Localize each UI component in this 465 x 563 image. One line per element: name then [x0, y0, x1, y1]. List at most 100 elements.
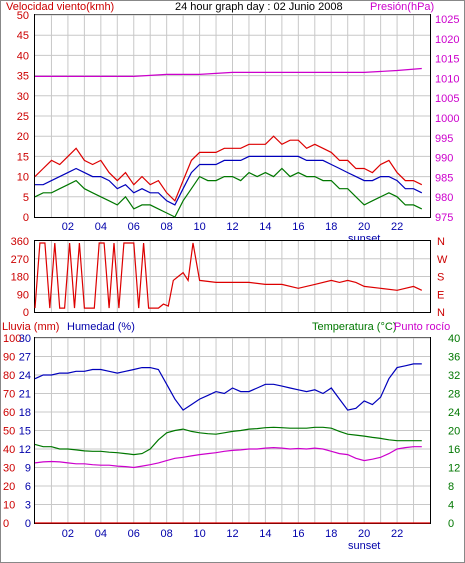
- x-tick-label: 18: [325, 221, 337, 233]
- x-tick-label: 06: [128, 221, 140, 233]
- wind-speed-line: [34, 135, 423, 202]
- temperature-y-tick-label: 8: [448, 481, 454, 493]
- wind-y-tick-label: 30: [17, 91, 29, 103]
- pressure-axis-title: Presión(hPa): [370, 1, 434, 13]
- direction-grid: [35, 241, 430, 312]
- temperature-y-ticks: 0 4 8 12 16 20 24 28 32 36 40: [448, 333, 460, 530]
- humidity-y-ticks: 0 3 6 9 12 15 18 21 24 27 30: [19, 333, 31, 530]
- wind-series: [34, 67, 423, 218]
- x-tick-label: 10: [193, 221, 205, 233]
- humidity-y-tick-label: 0: [25, 518, 31, 530]
- humidity-y-tick-label: 6: [25, 481, 31, 493]
- humidity-y-tick-label: 27: [19, 352, 31, 364]
- pressure-y-tick-label: 1015: [435, 54, 459, 66]
- direction-y-tick-label: 180: [11, 272, 29, 284]
- pressure-y-tick-label: 1020: [435, 34, 459, 46]
- pressure-y-tick-label: 990: [435, 153, 453, 165]
- wind-x-ticks: 02 04 06 08 10 12 14 16 18 20 22: [62, 221, 403, 233]
- rain-y-tick-label: 90: [3, 352, 15, 364]
- wind-y-tick-label: 25: [17, 111, 29, 123]
- x-tick-label: 04: [95, 221, 107, 233]
- rain-y-tick-label: 30: [3, 463, 15, 475]
- rain-y-tick-label: 80: [3, 370, 15, 382]
- x-tick-label: 16: [292, 221, 304, 233]
- direction-y-ticks: 0 90 180 270 360: [11, 236, 29, 319]
- x-tick-label: 16: [292, 528, 304, 540]
- rain-axis-title: Lluvia (mm): [2, 321, 59, 333]
- x-tick-label: 14: [259, 221, 271, 233]
- x-tick-label: 04: [95, 528, 107, 540]
- humidity-y-tick-label: 12: [19, 444, 31, 456]
- wind-y-tick-label: 0: [23, 212, 29, 224]
- compass-tick-label: E: [437, 289, 444, 301]
- temperature-y-tick-label: 4: [448, 500, 454, 512]
- pressure-y-tick-label: 1000: [435, 113, 459, 125]
- rain-y-ticks: 0 10 20 30 40 50 60 70 80 90 100: [3, 333, 21, 530]
- pressure-y-tick-label: 995: [435, 133, 453, 145]
- x-tick-label: 10: [193, 528, 205, 540]
- rain-y-tick-label: 0: [3, 518, 9, 530]
- temperature-line: [34, 426, 422, 456]
- temperature-y-tick-label: 40: [448, 333, 460, 345]
- temperature-y-tick-label: 28: [448, 389, 460, 401]
- humidity-y-tick-label: 30: [19, 333, 31, 345]
- rain-y-tick-label: 50: [3, 426, 15, 438]
- x-tick-label: 22: [391, 528, 403, 540]
- temperature-y-tick-label: 16: [448, 444, 460, 456]
- humidity-line: [34, 363, 422, 411]
- wind-y-tick-label: 20: [17, 131, 29, 143]
- wind-y-tick-label: 45: [17, 30, 29, 42]
- wind-average-line: [35, 155, 423, 206]
- x-tick-label: 08: [161, 528, 173, 540]
- sunset-annotation-bottom: sunset: [348, 540, 380, 552]
- pressure-y-tick-label: 980: [435, 192, 453, 204]
- humidity-y-tick-label: 3: [25, 500, 31, 512]
- direction-y-tick-label: 270: [11, 254, 29, 266]
- wind-axis-title: Velocidad viento(kmh): [6, 1, 114, 13]
- pressure-y-tick-label: 1025: [435, 14, 459, 26]
- compass-tick-label: N: [437, 236, 445, 248]
- pressure-y-tick-label: 985: [435, 172, 453, 184]
- wind-y-tick-label: 10: [17, 172, 29, 184]
- humidity-series: [34, 363, 430, 524]
- x-tick-label: 20: [358, 528, 370, 540]
- x-tick-label: 08: [161, 221, 173, 233]
- x-tick-label: 14: [259, 528, 271, 540]
- compass-tick-label: W: [437, 254, 448, 266]
- wind-y-tick-label: 15: [17, 151, 29, 163]
- pressure-y-tick-label: 1005: [435, 93, 459, 105]
- wind-y-ticks: 0 5 10 15 20 25 30 35 40 45 50: [17, 10, 29, 224]
- dewpoint-line: [34, 446, 422, 469]
- pressure-y-tick-label: 975: [435, 212, 453, 224]
- x-tick-label: 12: [226, 528, 238, 540]
- wind-y-tick-label: 50: [17, 10, 29, 22]
- x-tick-label: 06: [128, 528, 140, 540]
- x-tick-label: 02: [62, 528, 74, 540]
- humidity-y-tick-label: 15: [19, 426, 31, 438]
- pressure-y-tick-label: 1010: [435, 73, 459, 85]
- humidity-y-tick-label: 18: [19, 407, 31, 419]
- humidity-axis-title: Humedad (%): [67, 321, 135, 333]
- compass-tick-label: S: [437, 272, 444, 284]
- temperature-y-tick-label: 12: [448, 463, 460, 475]
- direction-y-tick-label: 90: [17, 289, 29, 301]
- humidity-y-tick-label: 24: [19, 370, 31, 382]
- humidity-y-tick-label: 21: [19, 389, 31, 401]
- x-tick-label: 20: [358, 221, 370, 233]
- compass-tick-label: N: [437, 307, 445, 319]
- direction-y-tick-label: 0: [23, 307, 29, 319]
- temperature-y-tick-label: 32: [448, 370, 460, 382]
- rain-y-tick-label: 70: [3, 389, 15, 401]
- wind-min-line: [34, 167, 423, 218]
- humidity-grid: [35, 337, 430, 523]
- wind-grid: [35, 14, 430, 217]
- wind-y-tick-label: 5: [23, 192, 29, 204]
- wind-direction-line: [34, 242, 423, 309]
- rain-y-tick-label: 40: [3, 444, 15, 456]
- rain-y-tick-label: 10: [3, 500, 15, 512]
- chart-date-title: 24 hour graph day : 02 Junio 2008: [175, 1, 343, 13]
- rain-y-tick-label: 60: [3, 407, 15, 419]
